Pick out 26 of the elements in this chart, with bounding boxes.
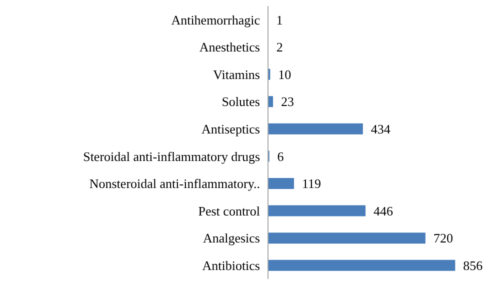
bar bbox=[268, 232, 426, 244]
data-label: 2 bbox=[276, 40, 283, 55]
y-tick-label: Nonsteroidal anti-inflammatory.. bbox=[89, 176, 260, 192]
y-tick-label: Analgesics bbox=[202, 230, 260, 246]
bar bbox=[268, 205, 366, 216]
y-tick-label: Steroidal anti-inflammatory drugs bbox=[83, 148, 260, 164]
y-tick-label: Solutes bbox=[222, 94, 260, 110]
bar bbox=[268, 260, 456, 271]
bar bbox=[268, 96, 274, 108]
y-tick-label: Antihemorrhagic bbox=[171, 12, 260, 28]
bar bbox=[268, 123, 363, 134]
data-label: 856 bbox=[463, 258, 484, 274]
y-tick-label: Antiseptics bbox=[202, 121, 260, 136]
data-label: 119 bbox=[302, 176, 322, 192]
data-label: 434 bbox=[370, 122, 391, 137]
y-tick-label: Antibiotics bbox=[202, 258, 260, 273]
data-label: 1 bbox=[276, 12, 283, 28]
data-label: 446 bbox=[374, 203, 394, 218]
data-label: 10 bbox=[278, 66, 292, 82]
y-tick-label: Anesthetics bbox=[199, 40, 260, 55]
data-label: 720 bbox=[433, 230, 453, 246]
bar bbox=[268, 178, 294, 189]
y-tick-label: Pest control bbox=[198, 203, 260, 218]
y-tick-label: Vitamins bbox=[213, 66, 260, 82]
data-label: 23 bbox=[281, 94, 294, 110]
data-label: 6 bbox=[277, 148, 284, 164]
